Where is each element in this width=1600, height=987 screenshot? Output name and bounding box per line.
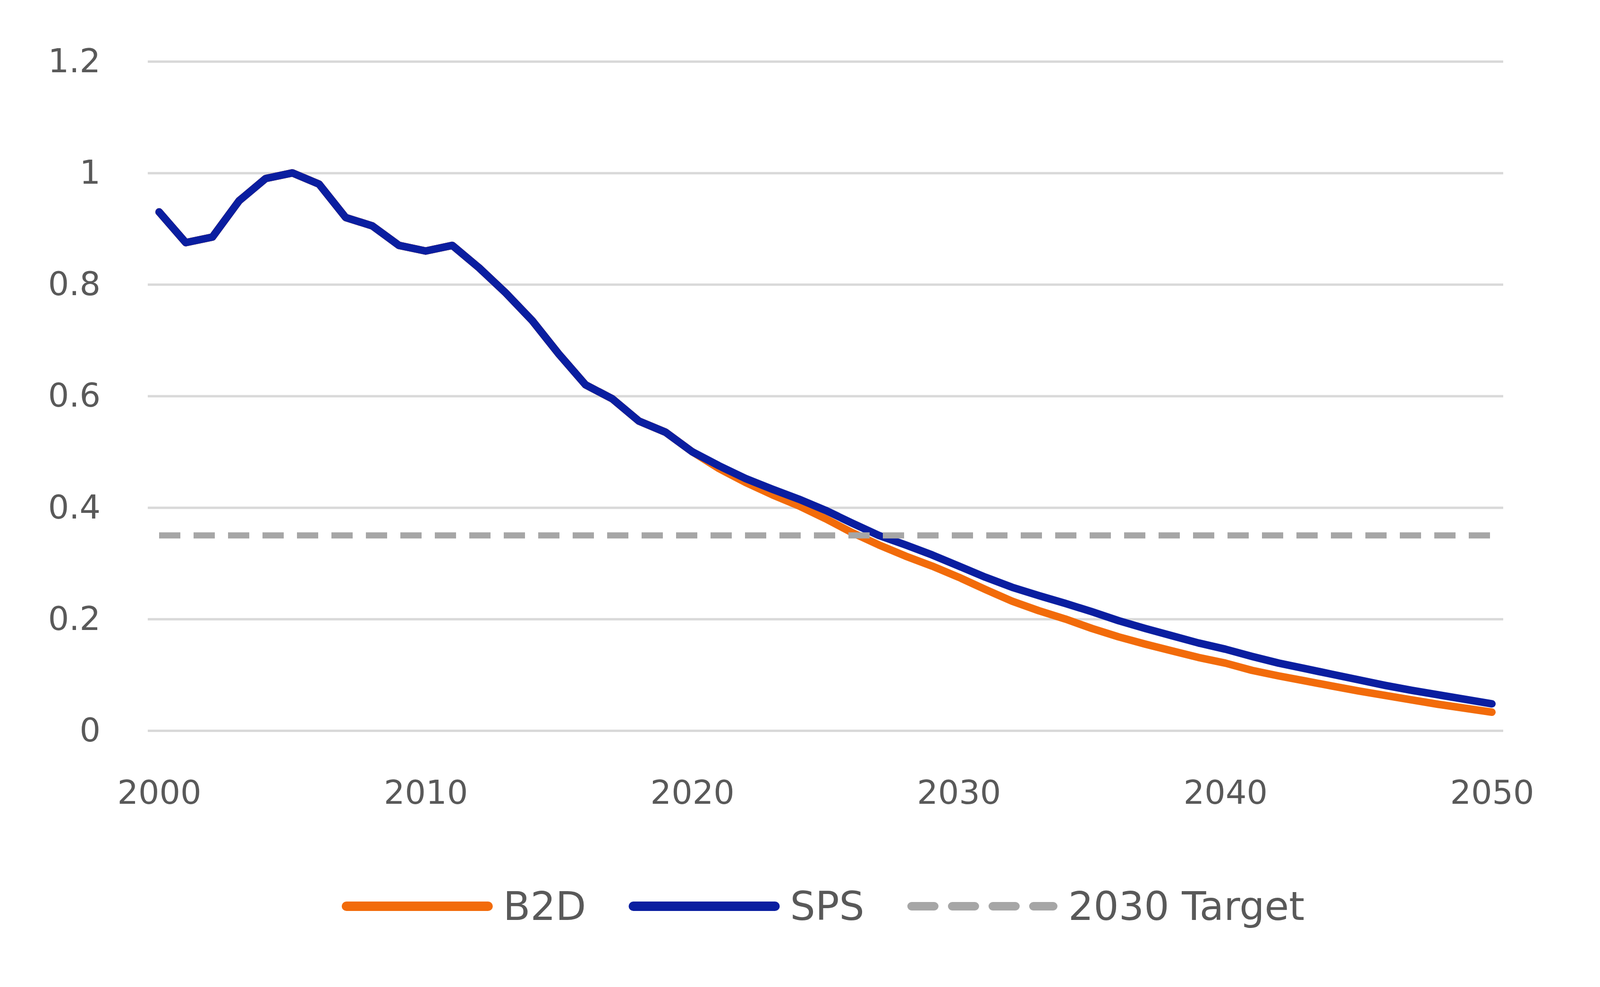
plot-area (159, 172, 1492, 712)
grid-line (147, 395, 1504, 398)
y-tick-label: 0.8 (48, 264, 101, 304)
chart: 0 0.2 0.4 0.6 0.8 1 1.2 2000 2010 2020 2030 2040 205… (0, 0, 1600, 987)
x-tick-label: 2040 (1183, 772, 1268, 812)
legend-item: 2030 Target (911, 882, 1305, 930)
grid-line (147, 60, 1504, 63)
legend: B2D SPS 2030 Target (346, 882, 1305, 930)
y-axis: 0 0.2 0.4 0.6 0.8 1 1.2 (48, 41, 1504, 750)
x-tick: 2050 (1449, 730, 1534, 812)
grid-line (147, 283, 1504, 286)
y-tick-label: 1 (79, 152, 101, 192)
legend-item: B2D (346, 882, 587, 930)
x-tick-label: 2020 (650, 772, 735, 812)
y-tick: 0.8 (48, 264, 1504, 304)
series-line (159, 172, 1492, 712)
grid-line (147, 729, 1504, 732)
legend-label: B2D (503, 882, 587, 930)
series-line (159, 532, 1492, 539)
x-tick: 2030 (916, 730, 1001, 812)
legend-label: 2030 Target (1068, 882, 1305, 930)
grid-line (147, 171, 1504, 175)
x-tick: 2010 (383, 730, 468, 812)
x-axis-line (159, 729, 1493, 732)
y-tick: 1.2 (48, 41, 1504, 81)
series-line (159, 172, 1492, 704)
x-tick: 2000 (117, 730, 202, 812)
x-tick-label: 2030 (916, 772, 1001, 812)
x-axis: 2000 2010 2020 2030 2040 2050 (117, 730, 1534, 812)
y-tick-label: 0.6 (48, 375, 101, 415)
legend-swatch (633, 901, 776, 911)
y-tick-label: 0 (79, 710, 101, 750)
x-tick: 2040 (1183, 730, 1268, 812)
legend-swatch (346, 901, 489, 911)
x-tick-label: 2010 (383, 772, 468, 812)
y-tick-label: 0.2 (48, 599, 101, 638)
y-tick: 0 (79, 710, 1504, 750)
grid-line (147, 617, 1504, 621)
y-tick-label: 0.4 (48, 487, 101, 527)
x-tick: 2020 (650, 730, 735, 812)
x-tick-label: 2050 (1449, 772, 1534, 812)
x-tick-label: 2000 (117, 772, 202, 812)
y-tick-label: 1.2 (48, 41, 101, 81)
y-tick: 0.2 (48, 599, 1504, 638)
legend-label: SPS (790, 882, 865, 930)
y-tick: 0.6 (48, 375, 1504, 415)
legend-item: SPS (633, 882, 865, 930)
y-axis-line (148, 61, 1504, 731)
legend-swatch (911, 901, 1054, 911)
